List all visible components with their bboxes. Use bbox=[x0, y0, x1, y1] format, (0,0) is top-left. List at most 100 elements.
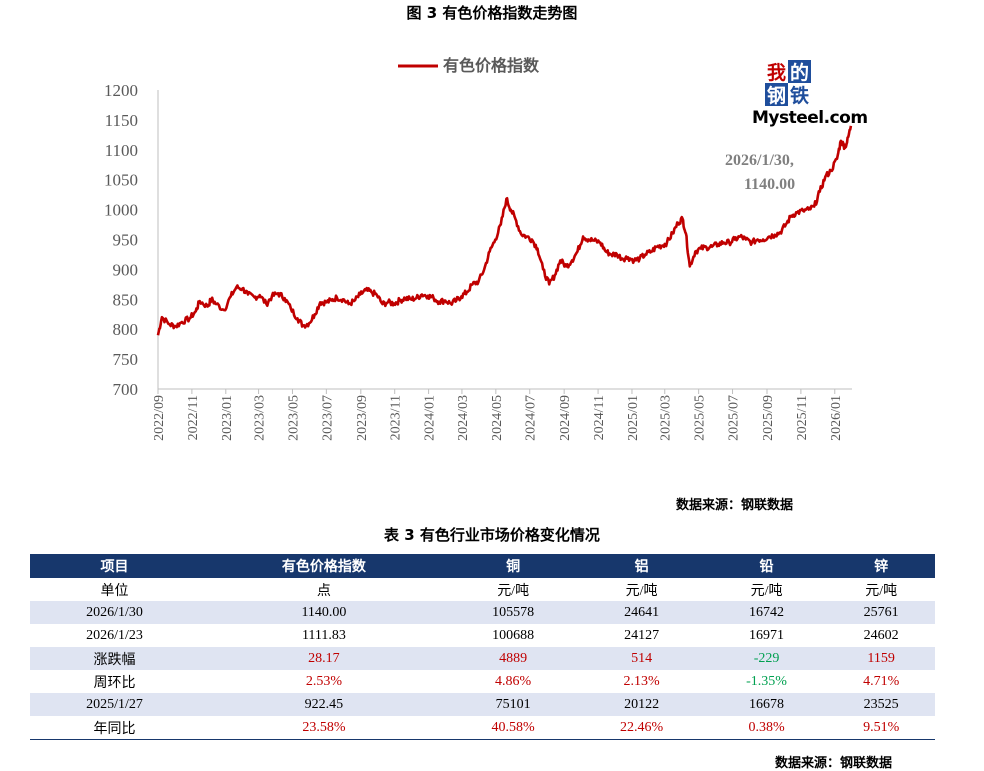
table-cell: 元/吨 bbox=[497, 583, 530, 599]
x-axis-ticks: 2022/09 2022/11 2023/01 2023/03 2023/05 2023/… bbox=[152, 389, 844, 441]
col-header: 铜 bbox=[448, 554, 578, 578]
table-cell: 922.45 bbox=[198, 693, 449, 716]
col-header: 项目 bbox=[30, 554, 199, 578]
table-row: 周环比 2.53% 4.86% 2.13% -1.35% 4.71% bbox=[30, 670, 935, 693]
row-label-cell: 2025/1/27 bbox=[30, 693, 199, 716]
logo-char: 铁 bbox=[788, 83, 811, 107]
table-cell: 75101 bbox=[448, 693, 578, 716]
table-cell: -1.35% bbox=[746, 673, 787, 689]
x-tick-label: 2025/09 bbox=[761, 395, 776, 441]
table-cell: 40.58% bbox=[448, 716, 578, 740]
row-label-cell: 年同比 bbox=[30, 716, 199, 740]
chart-annotation: 2026/1/30, 1140.00 bbox=[725, 152, 795, 193]
row-label-cell: 涨跌幅 bbox=[30, 647, 199, 670]
line-chart: 700 750 800 850 900 950 1000 1050 1100 1150 1200 2… bbox=[104, 56, 853, 441]
x-tick-label: 2023/07 bbox=[320, 395, 335, 441]
x-tick-label: 2022/09 bbox=[152, 395, 167, 441]
table-header-row: 项目 有色价格指数 铜 铝 铅 锌 bbox=[30, 554, 935, 578]
table-cell: 23525 bbox=[827, 693, 935, 716]
x-tick-label: 2024/11 bbox=[592, 395, 607, 440]
table-cell: 23.58% bbox=[198, 716, 449, 740]
annotation-date: 2026/1/30, bbox=[725, 152, 794, 169]
x-tick-label: 2024/09 bbox=[558, 395, 573, 441]
price-change-table: 项目 有色价格指数 铜 铝 铅 锌 单位 点 元/吨 元/吨 元/吨 元/吨 2026/1/… bbox=[30, 554, 935, 740]
y-axis-ticks: 700 750 800 850 900 950 1000 1050 1100 1150 1200 bbox=[104, 81, 138, 399]
table-cell: 28.17 bbox=[198, 647, 449, 670]
y-tick-label: 700 bbox=[113, 380, 139, 399]
logo-char: 的 bbox=[788, 60, 811, 84]
logo-brand: Mysteel.com bbox=[752, 108, 868, 128]
row-label-cell: 2026/1/23 bbox=[86, 627, 143, 643]
col-header: 锌 bbox=[827, 554, 935, 578]
table-cell: 0.38% bbox=[705, 716, 828, 740]
table-cell: 105578 bbox=[448, 601, 578, 624]
table-cell: 元/吨 bbox=[750, 583, 783, 599]
x-tick-label: 2023/11 bbox=[389, 395, 404, 440]
y-tick-label: 900 bbox=[113, 260, 139, 279]
x-tick-label: 2023/09 bbox=[355, 395, 370, 441]
table-cell: 16742 bbox=[705, 601, 828, 624]
table-title: 表 3 有色行业市场价格变化情况 bbox=[384, 526, 600, 544]
y-tick-label: 750 bbox=[113, 350, 139, 369]
table-source: 数据来源：钢联数据 bbox=[775, 756, 893, 771]
table-cell: 2.53% bbox=[305, 673, 343, 689]
table-row: 2025/1/27 922.45 75101 20122 16678 23525 bbox=[30, 693, 935, 716]
x-tick-label: 2024/05 bbox=[490, 395, 505, 441]
table-cell: 24602 bbox=[863, 627, 899, 643]
table-cell: 25761 bbox=[827, 601, 935, 624]
row-label-cell: 2026/1/30 bbox=[30, 601, 199, 624]
chart-source: 数据来源：钢联数据 bbox=[676, 498, 794, 513]
table-cell: 4889 bbox=[448, 647, 578, 670]
chart-axes bbox=[157, 90, 852, 390]
table-cell: 24127 bbox=[624, 627, 660, 643]
x-tick-label: 2022/11 bbox=[186, 395, 201, 440]
table-cell: 16678 bbox=[705, 693, 828, 716]
table-cell: 1140.00 bbox=[198, 601, 449, 624]
y-tick-label: 1100 bbox=[105, 141, 138, 160]
y-tick-label: 1050 bbox=[104, 171, 138, 190]
y-tick-label: 1200 bbox=[104, 81, 138, 100]
logo-char: 钢 bbox=[765, 83, 788, 107]
table-cell: 元/吨 bbox=[865, 583, 898, 599]
x-tick-label: 2025/07 bbox=[727, 395, 742, 441]
y-tick-label: 950 bbox=[113, 231, 139, 250]
x-tick-label: 2025/03 bbox=[659, 395, 674, 441]
col-header: 铅 bbox=[705, 554, 828, 578]
table-row: 2026/1/23 1111.83 100688 24127 16971 24602 bbox=[30, 624, 935, 647]
table-row: 2026/1/30 1140.00 105578 24641 16742 25761 bbox=[30, 601, 935, 624]
table-cell: 22.46% bbox=[577, 716, 706, 740]
x-tick-label: 2025/05 bbox=[693, 395, 708, 441]
y-tick-label: 1000 bbox=[104, 201, 138, 220]
table-cell: 514 bbox=[577, 647, 706, 670]
y-tick-label: 1150 bbox=[105, 111, 138, 130]
x-tick-label: 2024/03 bbox=[456, 395, 471, 441]
x-tick-label: 2025/11 bbox=[795, 395, 810, 440]
x-tick-label: 2023/03 bbox=[253, 395, 268, 441]
y-tick-label: 850 bbox=[113, 290, 139, 309]
table-cell: -229 bbox=[705, 647, 828, 670]
table-row: 单位 点 元/吨 元/吨 元/吨 元/吨 bbox=[30, 578, 935, 601]
table-cell: 24641 bbox=[577, 601, 706, 624]
table-row: 涨跌幅 28.17 4889 514 -229 1159 bbox=[30, 647, 935, 670]
col-header: 有色价格指数 bbox=[198, 554, 449, 578]
x-tick-label: 2024/07 bbox=[524, 395, 539, 441]
table-cell: 1159 bbox=[827, 647, 935, 670]
chart-legend: 有色价格指数 bbox=[398, 56, 540, 75]
table-cell: 1111.83 bbox=[301, 627, 346, 643]
col-header: 铝 bbox=[577, 554, 706, 578]
mysteel-logo: 我 的 钢 铁 Mysteel.com bbox=[752, 60, 868, 130]
table-cell: 16971 bbox=[749, 627, 785, 643]
x-tick-label: 2023/05 bbox=[286, 395, 301, 441]
table-cell: 4.86% bbox=[495, 673, 532, 689]
legend-label: 有色价格指数 bbox=[443, 56, 540, 75]
table-cell: 元/吨 bbox=[625, 583, 658, 599]
table-cell: 4.71% bbox=[863, 673, 900, 689]
row-label-cell: 单位 bbox=[100, 583, 129, 599]
y-tick-label: 800 bbox=[113, 320, 139, 339]
annotation-value: 1140.00 bbox=[744, 176, 795, 193]
x-tick-label: 2026/01 bbox=[829, 395, 844, 441]
x-tick-label: 2023/01 bbox=[220, 395, 235, 441]
table-cell: 9.51% bbox=[827, 716, 935, 740]
row-label-cell: 周环比 bbox=[93, 675, 136, 691]
table-row: 年同比 23.58% 40.58% 22.46% 0.38% 9.51% bbox=[30, 716, 935, 740]
